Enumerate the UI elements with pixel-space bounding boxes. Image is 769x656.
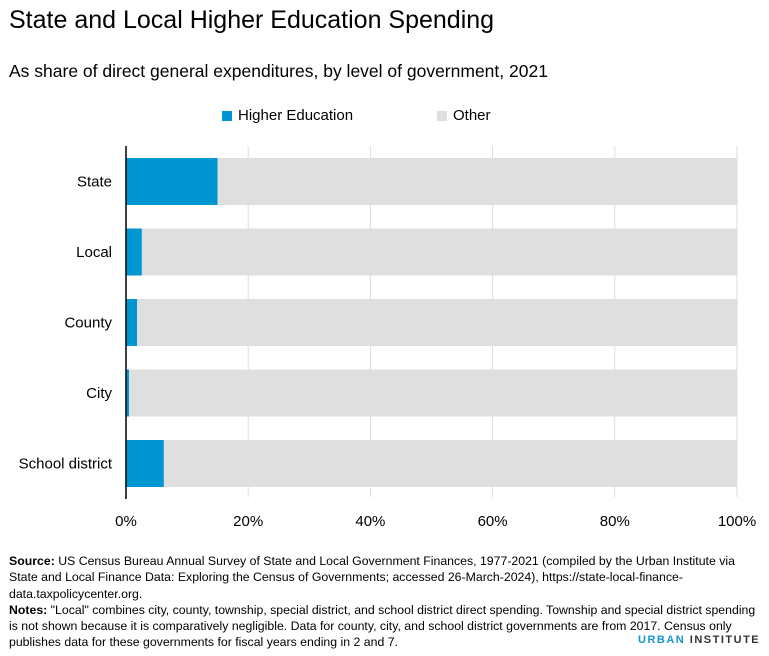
legend-swatch bbox=[437, 110, 447, 121]
category-label: State bbox=[77, 174, 112, 191]
notes-block: Source: US Census Bureau Annual Survey o… bbox=[9, 553, 761, 651]
x-tick-label: 40% bbox=[355, 513, 385, 530]
bar-other bbox=[163, 440, 737, 487]
chart-subtitle: As share of direct general expenditures,… bbox=[9, 61, 548, 81]
bar-other bbox=[217, 158, 737, 205]
bar-higher-education bbox=[126, 299, 137, 346]
x-tick-label: 20% bbox=[233, 513, 263, 530]
legend-label: Higher Education bbox=[238, 107, 354, 124]
bar-higher-education bbox=[126, 440, 164, 487]
x-tick-label: 100% bbox=[718, 513, 756, 530]
bar-chart: 0% 20% 40% 60% 80% 100% State Local County City Sc… bbox=[19, 146, 756, 530]
legend-label: Other bbox=[453, 107, 491, 124]
x-tick-label: 80% bbox=[600, 513, 630, 530]
legend-item-other: Other bbox=[437, 107, 491, 124]
legend-item-higher-education: Higher Education bbox=[222, 107, 353, 124]
bar-other bbox=[141, 228, 738, 276]
category-label: County bbox=[64, 315, 112, 332]
notes-note: Notes: "Local" combines city, county, to… bbox=[9, 602, 756, 650]
urban-institute-logo: URBAN INSTITUTE bbox=[638, 634, 761, 646]
chart-title: State and Local Higher Education Spendin… bbox=[9, 6, 495, 34]
bar-higher-education bbox=[126, 369, 130, 417]
bar-other bbox=[136, 299, 738, 346]
x-tick-label: 60% bbox=[478, 513, 508, 530]
source-note: Source: US Census Bureau Annual Survey o… bbox=[9, 554, 735, 601]
bar-higher-education bbox=[126, 228, 142, 276]
x-tick-label: 0% bbox=[115, 513, 137, 530]
bar-other bbox=[129, 369, 737, 417]
category-label: Local bbox=[76, 244, 112, 261]
category-label: City bbox=[86, 385, 112, 402]
category-label: School district bbox=[19, 456, 113, 473]
legend-swatch bbox=[222, 110, 232, 121]
bar-higher-education bbox=[126, 158, 218, 205]
